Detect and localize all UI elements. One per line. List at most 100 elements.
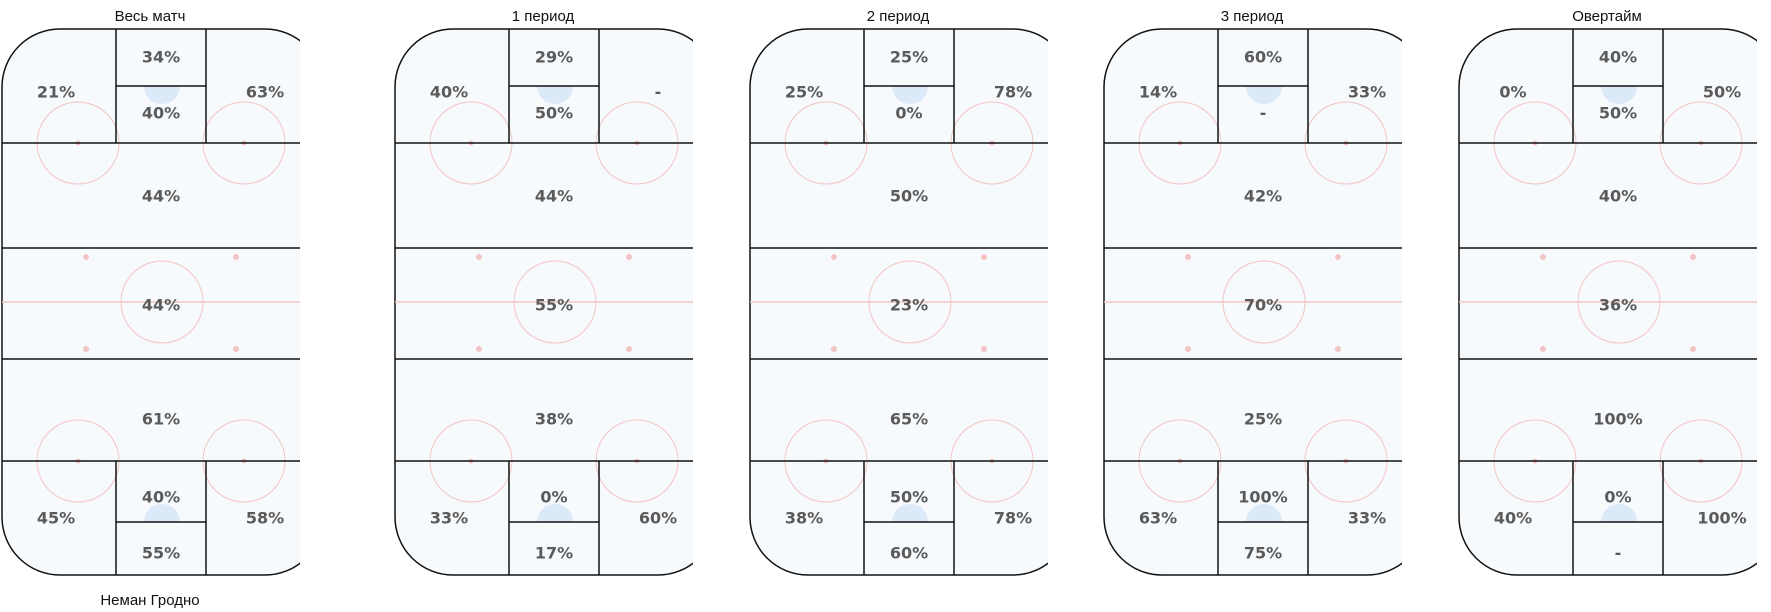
team-name: Неман Гродно bbox=[100, 592, 200, 609]
neutral-dot bbox=[83, 254, 89, 260]
crease-bottom bbox=[892, 504, 928, 522]
defensive-zone-value: 38% bbox=[534, 409, 574, 429]
top-upper-slot-value: 25% bbox=[889, 47, 929, 67]
bottom-right-value: 60% bbox=[638, 508, 678, 528]
bottom-left-value: 38% bbox=[784, 508, 824, 528]
bottom-lower-slot-value: 17% bbox=[534, 543, 574, 563]
neutral-dot bbox=[981, 346, 987, 352]
top-left-value: 40% bbox=[429, 82, 469, 102]
neutral-dot bbox=[1185, 346, 1191, 352]
crease-bottom bbox=[144, 504, 180, 522]
bottom-left-value: 33% bbox=[429, 508, 469, 528]
top-upper-slot-value: 29% bbox=[534, 47, 574, 67]
offensive-zone-value: 40% bbox=[1598, 186, 1638, 206]
neutral-dot bbox=[831, 254, 837, 260]
neutral-dot bbox=[233, 254, 239, 260]
bottom-left-value: 45% bbox=[36, 508, 76, 528]
bottom-upper-slot-value: 0% bbox=[540, 487, 568, 507]
crease-top bbox=[537, 86, 573, 104]
rink-4: Овертайм 0% 40% 50% 50% 40% 36% 100% 40% 0% - 100% bbox=[1457, 0, 1757, 600]
neutral-zone-value: 55% bbox=[534, 295, 574, 315]
top-upper-slot-value: 40% bbox=[1598, 47, 1638, 67]
neutral-dot bbox=[626, 254, 632, 260]
crease-bottom bbox=[537, 504, 573, 522]
bottom-right-value: 33% bbox=[1347, 508, 1387, 528]
neutral-dot bbox=[476, 254, 482, 260]
rink-diagram bbox=[1, 28, 300, 576]
center-circle bbox=[513, 260, 597, 344]
rink-2: 2 период 25% 25% 0% 78% 50% 23% 65% 38% 50% 60% 78% bbox=[748, 0, 1048, 600]
top-lower-slot-value: 50% bbox=[534, 103, 574, 123]
neutral-dot bbox=[1335, 254, 1341, 260]
top-left-value: 25% bbox=[784, 82, 824, 102]
bottom-right-value: 78% bbox=[993, 508, 1033, 528]
center-circle bbox=[1577, 260, 1661, 344]
top-left-value: 14% bbox=[1138, 82, 1178, 102]
offensive-zone-value: 42% bbox=[1243, 186, 1283, 206]
top-left-value: 0% bbox=[1499, 82, 1527, 102]
bottom-lower-slot-value: 55% bbox=[141, 543, 181, 563]
top-upper-slot-value: 34% bbox=[141, 47, 181, 67]
top-right-value: 50% bbox=[1702, 82, 1742, 102]
top-left-value: 21% bbox=[36, 82, 76, 102]
neutral-dot bbox=[233, 346, 239, 352]
rink-title: 3 период bbox=[1220, 8, 1284, 25]
crease-top bbox=[144, 86, 180, 104]
rink-title: 2 период bbox=[866, 8, 930, 25]
center-circle bbox=[1222, 260, 1306, 344]
bottom-upper-slot-value: 100% bbox=[1238, 487, 1288, 507]
rink-title: Овертайм bbox=[1572, 8, 1642, 25]
offensive-zone-value: 44% bbox=[141, 186, 181, 206]
offensive-zone-value: 50% bbox=[889, 186, 929, 206]
top-right-value: 33% bbox=[1347, 82, 1387, 102]
bottom-upper-slot-value: 0% bbox=[1604, 487, 1632, 507]
bottom-lower-slot-value: 60% bbox=[889, 543, 929, 563]
neutral-dot bbox=[626, 346, 632, 352]
neutral-zone-value: 36% bbox=[1598, 295, 1638, 315]
neutral-dot bbox=[1690, 254, 1696, 260]
crease-bottom bbox=[1601, 504, 1637, 522]
bottom-upper-slot-value: 50% bbox=[889, 487, 929, 507]
neutral-dot bbox=[476, 346, 482, 352]
rink-title: Весь матч bbox=[114, 8, 186, 25]
center-circle bbox=[868, 260, 952, 344]
neutral-dot bbox=[831, 346, 837, 352]
center-circle bbox=[120, 260, 204, 344]
defensive-zone-value: 61% bbox=[141, 409, 181, 429]
neutral-zone-value: 23% bbox=[889, 295, 929, 315]
top-lower-slot-value: - bbox=[1259, 103, 1267, 123]
rink-0: Весь матч Неман Гродно 21% 34% 40% 63% 44% 44% 6… bbox=[0, 0, 300, 609]
neutral-dot bbox=[1690, 346, 1696, 352]
top-lower-slot-value: 50% bbox=[1598, 103, 1638, 123]
neutral-dot bbox=[1185, 254, 1191, 260]
neutral-dot bbox=[83, 346, 89, 352]
neutral-zone-value: 44% bbox=[141, 295, 181, 315]
neutral-dot bbox=[1540, 254, 1546, 260]
bottom-lower-slot-value: - bbox=[1614, 543, 1622, 563]
bottom-upper-slot-value: 40% bbox=[141, 487, 181, 507]
top-right-value: 78% bbox=[993, 82, 1033, 102]
top-upper-slot-value: 60% bbox=[1243, 47, 1283, 67]
rink-title: 1 период bbox=[511, 8, 575, 25]
defensive-zone-value: 25% bbox=[1243, 409, 1283, 429]
rink-diagram bbox=[1103, 28, 1402, 576]
crease-bottom bbox=[1246, 504, 1282, 522]
neutral-dot bbox=[981, 254, 987, 260]
crease-top bbox=[892, 86, 928, 104]
rink-1: 1 период 40% 29% 50% - 44% 55% 38% 33% 0% 17% 60% bbox=[393, 0, 693, 600]
defensive-zone-value: 65% bbox=[889, 409, 929, 429]
bottom-left-value: 63% bbox=[1138, 508, 1178, 528]
defensive-zone-value: 100% bbox=[1593, 409, 1643, 429]
neutral-dot bbox=[1540, 346, 1546, 352]
bottom-left-value: 40% bbox=[1493, 508, 1533, 528]
bottom-right-value: 100% bbox=[1697, 508, 1747, 528]
top-right-value: - bbox=[654, 82, 662, 102]
bottom-lower-slot-value: 75% bbox=[1243, 543, 1283, 563]
rink-diagram bbox=[749, 28, 1048, 576]
top-lower-slot-value: 40% bbox=[141, 103, 181, 123]
top-lower-slot-value: 0% bbox=[895, 103, 923, 123]
crease-top bbox=[1601, 86, 1637, 104]
rink-diagram bbox=[394, 28, 693, 576]
rink-diagram bbox=[1458, 28, 1757, 576]
crease-top bbox=[1246, 86, 1282, 104]
